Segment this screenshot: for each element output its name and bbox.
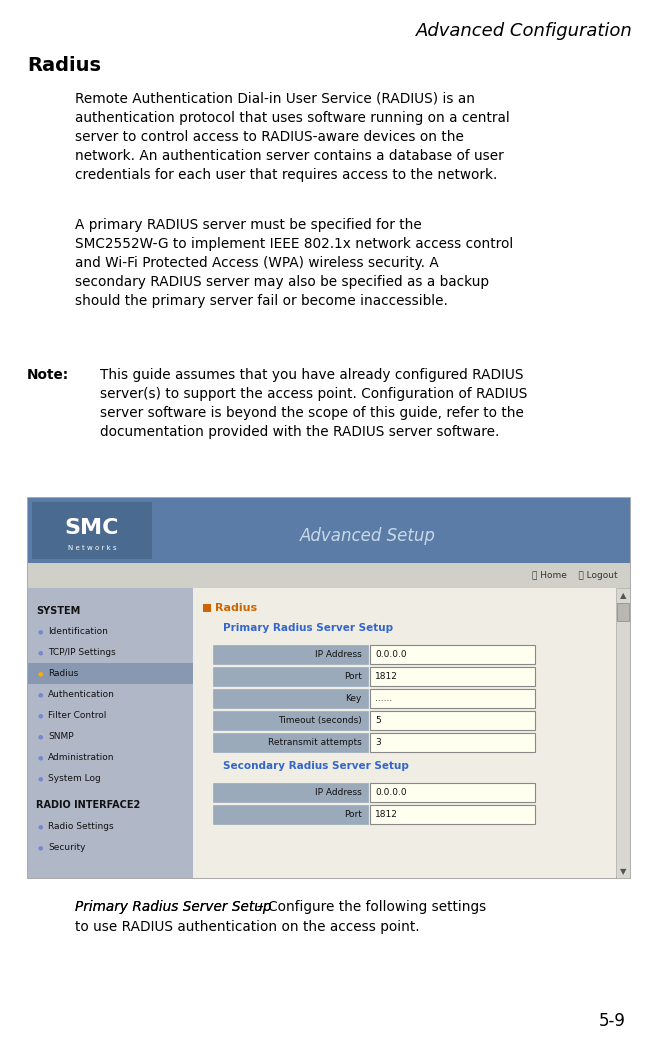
Text: ●: ●: [37, 713, 42, 718]
Text: Radius: Radius: [48, 669, 78, 678]
Text: Retransmit attempts: Retransmit attempts: [268, 738, 362, 747]
FancyBboxPatch shape: [32, 502, 152, 559]
Text: ●: ●: [37, 629, 42, 634]
Text: Timeout (seconds): Timeout (seconds): [278, 716, 362, 725]
Text: ●: ●: [37, 650, 42, 655]
Text: to use RADIUS authentication on the access point.: to use RADIUS authentication on the acce…: [75, 920, 420, 934]
Text: ●: ●: [37, 824, 42, 829]
FancyBboxPatch shape: [616, 588, 630, 878]
Text: Identification: Identification: [48, 627, 108, 636]
FancyBboxPatch shape: [617, 603, 629, 621]
Text: A primary RADIUS server must be specified for the
SMC2552W-G to implement IEEE 8: A primary RADIUS server must be specifie…: [75, 218, 513, 308]
FancyBboxPatch shape: [213, 805, 368, 824]
Text: Primary Radius Server Setup: Primary Radius Server Setup: [223, 623, 393, 633]
Text: Primary Radius Server Setup: Primary Radius Server Setup: [75, 900, 276, 914]
Text: ......: ......: [375, 694, 392, 703]
Text: ●: ●: [37, 755, 42, 760]
FancyBboxPatch shape: [193, 588, 616, 878]
Text: ●: ●: [37, 845, 42, 850]
Text: ▼: ▼: [620, 868, 626, 876]
Text: 0.0.0.0: 0.0.0.0: [375, 788, 407, 797]
FancyBboxPatch shape: [370, 783, 535, 802]
Text: ▲: ▲: [620, 592, 626, 601]
Text: Remote Authentication Dial-in User Service (RADIUS) is an
authentication protoco: Remote Authentication Dial-in User Servi…: [75, 92, 510, 182]
Text: SMC: SMC: [65, 518, 119, 538]
Text: System Log: System Log: [48, 774, 101, 783]
Text: SYSTEM: SYSTEM: [36, 605, 80, 616]
FancyBboxPatch shape: [370, 645, 535, 664]
FancyBboxPatch shape: [370, 667, 535, 686]
Text: Administration: Administration: [48, 753, 114, 762]
FancyBboxPatch shape: [213, 733, 368, 752]
Text: ●: ●: [37, 734, 42, 739]
FancyBboxPatch shape: [28, 498, 630, 563]
Text: Note:: Note:: [27, 367, 69, 382]
Text: 1812: 1812: [375, 810, 398, 819]
Text: 0.0.0.0: 0.0.0.0: [375, 650, 407, 659]
Text: – Configure the following settings: – Configure the following settings: [257, 900, 486, 914]
Text: Secondary Radius Server Setup: Secondary Radius Server Setup: [223, 761, 409, 771]
Text: TCP/IP Settings: TCP/IP Settings: [48, 648, 116, 658]
FancyBboxPatch shape: [28, 498, 630, 878]
FancyBboxPatch shape: [203, 604, 211, 612]
Text: 🏠 Home    🚪 Logout: 🏠 Home 🚪 Logout: [532, 571, 618, 580]
Text: Advanced Configuration: Advanced Configuration: [416, 22, 633, 40]
FancyBboxPatch shape: [28, 588, 193, 878]
FancyBboxPatch shape: [28, 563, 630, 588]
Text: Port: Port: [344, 672, 362, 681]
Text: 3: 3: [375, 738, 381, 747]
Text: N e t w o r k s: N e t w o r k s: [68, 545, 116, 551]
Text: 1812: 1812: [375, 672, 398, 681]
Text: Authentication: Authentication: [48, 690, 115, 699]
Text: ●: ●: [37, 671, 42, 676]
Text: This guide assumes that you have already configured RADIUS
server(s) to support : This guide assumes that you have already…: [100, 367, 528, 439]
Text: Filter Control: Filter Control: [48, 711, 106, 720]
FancyBboxPatch shape: [370, 711, 535, 730]
Text: ●: ●: [37, 692, 42, 697]
Text: Radius: Radius: [215, 603, 257, 612]
Text: Key: Key: [345, 694, 362, 703]
FancyBboxPatch shape: [370, 689, 535, 708]
Text: Radius: Radius: [27, 55, 101, 75]
FancyBboxPatch shape: [213, 667, 368, 686]
Text: SNMP: SNMP: [48, 732, 74, 741]
FancyBboxPatch shape: [213, 711, 368, 730]
FancyBboxPatch shape: [28, 663, 193, 684]
Text: IP Address: IP Address: [315, 650, 362, 659]
Text: Port: Port: [344, 810, 362, 819]
FancyBboxPatch shape: [213, 645, 368, 664]
FancyBboxPatch shape: [213, 783, 368, 802]
Text: Security: Security: [48, 843, 86, 852]
FancyBboxPatch shape: [370, 733, 535, 752]
Text: 5: 5: [375, 716, 381, 725]
FancyBboxPatch shape: [213, 689, 368, 708]
FancyBboxPatch shape: [370, 805, 535, 824]
Text: RADIO INTERFACE2: RADIO INTERFACE2: [36, 801, 140, 810]
Text: 5-9: 5-9: [599, 1012, 626, 1030]
Text: ●: ●: [37, 776, 42, 781]
Text: Primary Radius Server Setup: Primary Radius Server Setup: [75, 900, 276, 914]
Text: Radio Settings: Radio Settings: [48, 822, 114, 831]
Text: IP Address: IP Address: [315, 788, 362, 797]
Text: Advanced Setup: Advanced Setup: [300, 527, 436, 545]
